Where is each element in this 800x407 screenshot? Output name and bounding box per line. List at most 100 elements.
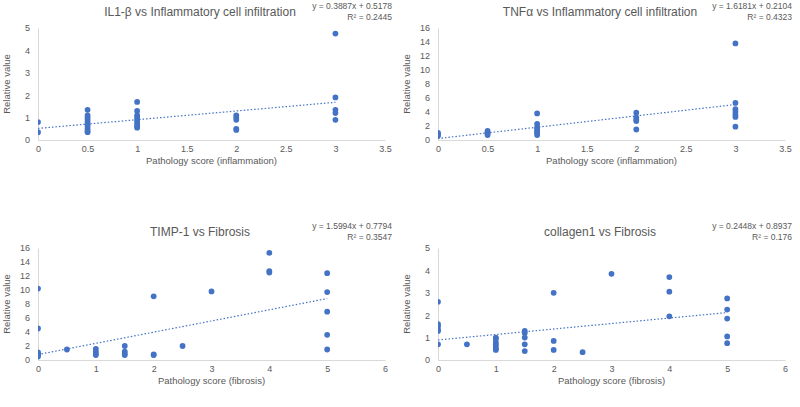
tick-label: 5 — [725, 364, 730, 374]
tick-label: 1 — [425, 333, 430, 343]
tick: 8 — [425, 79, 438, 89]
point — [438, 328, 441, 334]
x-axis-title: Pathology score (fibrosis) — [558, 375, 665, 386]
tick: 0 — [436, 140, 441, 154]
tick: 2.5 — [680, 140, 693, 154]
tick: 2 — [425, 311, 438, 321]
y-axis-title: Relative value — [1, 54, 12, 114]
trendline — [38, 102, 335, 128]
plot-content — [38, 250, 330, 359]
tick: 5 — [425, 243, 438, 253]
point — [151, 352, 157, 358]
point — [134, 125, 140, 131]
tick-label: 0 — [36, 144, 41, 154]
tick: 3 — [25, 68, 38, 78]
tick: 0 — [36, 140, 41, 154]
point — [151, 352, 157, 358]
chart-title: TNFα vs Inflammatory cell infiltration — [503, 5, 697, 19]
tick: 0 — [425, 135, 438, 145]
tick: 0 — [425, 355, 438, 365]
tick: 5 — [725, 360, 730, 374]
point — [324, 270, 330, 276]
point — [324, 289, 330, 295]
point — [233, 117, 239, 123]
point — [324, 332, 330, 338]
plot-area — [438, 41, 738, 139]
point — [333, 117, 339, 123]
tick: 16 — [20, 243, 38, 253]
point — [493, 347, 499, 353]
plot-content — [438, 41, 738, 139]
point — [485, 132, 491, 138]
tick-label: 10 — [420, 65, 430, 75]
tick-label: 5 — [25, 23, 30, 33]
tick: 8 — [25, 299, 38, 309]
point — [724, 334, 730, 340]
tick-label: 2 — [25, 91, 30, 101]
tick-label: 2 — [152, 364, 157, 374]
tick-label: 4 — [425, 266, 430, 276]
tick: 5 — [325, 360, 330, 374]
tick-label: 4 — [25, 327, 30, 337]
tick-label: 4 — [425, 107, 430, 117]
tick-label: 3.5 — [379, 144, 392, 154]
point — [534, 132, 540, 138]
tick: 6 — [25, 313, 38, 323]
point — [333, 31, 339, 37]
tick-label: 1 — [535, 144, 540, 154]
tick: 3 — [733, 140, 738, 154]
tick: 2 — [25, 341, 38, 351]
tick: 3 — [425, 288, 438, 298]
y-axis: 0246810121416 — [20, 243, 39, 365]
tick-label: 3 — [609, 364, 614, 374]
tick-label: 2 — [425, 311, 430, 321]
tick-label: 8 — [425, 79, 430, 89]
point — [534, 111, 540, 117]
tick: 3.5 — [379, 140, 392, 154]
point — [666, 313, 672, 319]
tick-label: 3 — [25, 68, 30, 78]
trendline — [438, 313, 727, 340]
tick-label: 16 — [20, 243, 30, 253]
point — [724, 316, 730, 322]
plot-content — [438, 271, 730, 355]
point — [551, 338, 557, 344]
axis-line — [38, 249, 39, 361]
chart-panel: IL1-β vs Inflammatory cell infiltrationy… — [1, 1, 392, 166]
point — [122, 343, 128, 349]
tick-label: 3 — [425, 288, 430, 298]
tick-label: 2 — [425, 121, 430, 131]
tick-label: 14 — [20, 257, 30, 267]
tick-label: 0 — [425, 355, 430, 365]
tick: 3 — [609, 360, 614, 374]
y-axis-title: Relative value — [401, 54, 412, 114]
tick-label: 1.5 — [581, 144, 594, 154]
tick: 1 — [494, 360, 499, 374]
plot-area — [38, 31, 338, 135]
tick: 12 — [420, 51, 438, 61]
tick-label: 1 — [494, 364, 499, 374]
point — [609, 271, 615, 277]
trendline-r2: R² = 0.4323 — [747, 12, 792, 22]
point — [122, 352, 128, 358]
trendline-r2: R² = 0.3547 — [347, 232, 392, 242]
trendline-r2: R² = 0.2445 — [347, 12, 392, 22]
point — [522, 335, 528, 341]
chart-panel: TNFα vs Inflammatory cell infiltration y … — [401, 1, 792, 166]
tick-label: 3 — [209, 364, 214, 374]
trendline-equation: y = 1.6181x + 0.2104 — [712, 1, 792, 11]
tick: 10 — [420, 65, 438, 75]
point — [724, 340, 730, 346]
tick: 2 — [152, 360, 157, 374]
trendline-equation: y = 0.2448x + 0.8937 — [712, 221, 792, 231]
tick-label: 3 — [733, 144, 738, 154]
tick-label: 5 — [325, 364, 330, 374]
tick-label: 1 — [94, 364, 99, 374]
tick: 3 — [209, 360, 214, 374]
tick: 1 — [135, 140, 140, 154]
point — [551, 290, 557, 296]
tick-label: 1.5 — [181, 144, 194, 154]
tick-label: 6 — [25, 313, 30, 323]
tick-label: 5 — [425, 243, 430, 253]
tick-label: 2 — [552, 364, 557, 374]
